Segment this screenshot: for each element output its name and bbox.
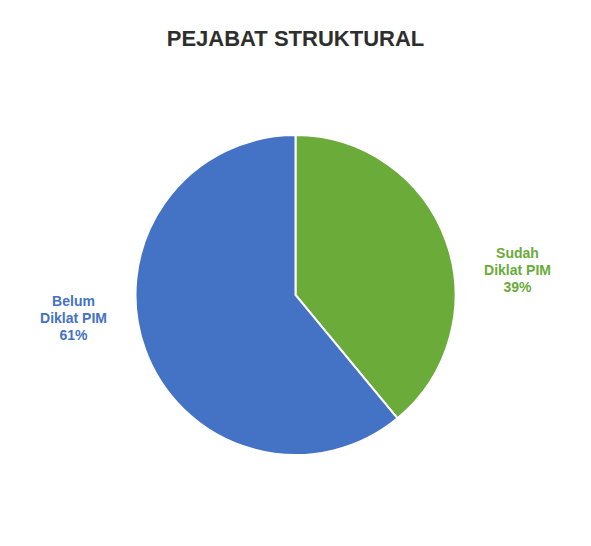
- title: PEJABAT STRUKTURAL: [167, 26, 424, 51]
- data-label-line: 61%: [59, 327, 88, 343]
- data-label-line: Belum: [52, 293, 95, 309]
- pie-slice: [136, 135, 398, 455]
- pie: [136, 135, 456, 455]
- data-label: SudahDiklat PIM39%: [484, 244, 551, 294]
- data-label-line: Diklat PIM: [484, 261, 551, 277]
- data-label-line: Sudah: [496, 244, 539, 260]
- chart-svg: PEJABAT STRUKTURALSudahDiklat PIM39%Belu…: [0, 0, 591, 546]
- data-label-line: Diklat PIM: [40, 310, 107, 326]
- labels: SudahDiklat PIM39%BelumDiklat PIM61%: [40, 244, 551, 343]
- data-label: BelumDiklat PIM61%: [40, 293, 107, 343]
- data-label-line: 39%: [503, 278, 532, 294]
